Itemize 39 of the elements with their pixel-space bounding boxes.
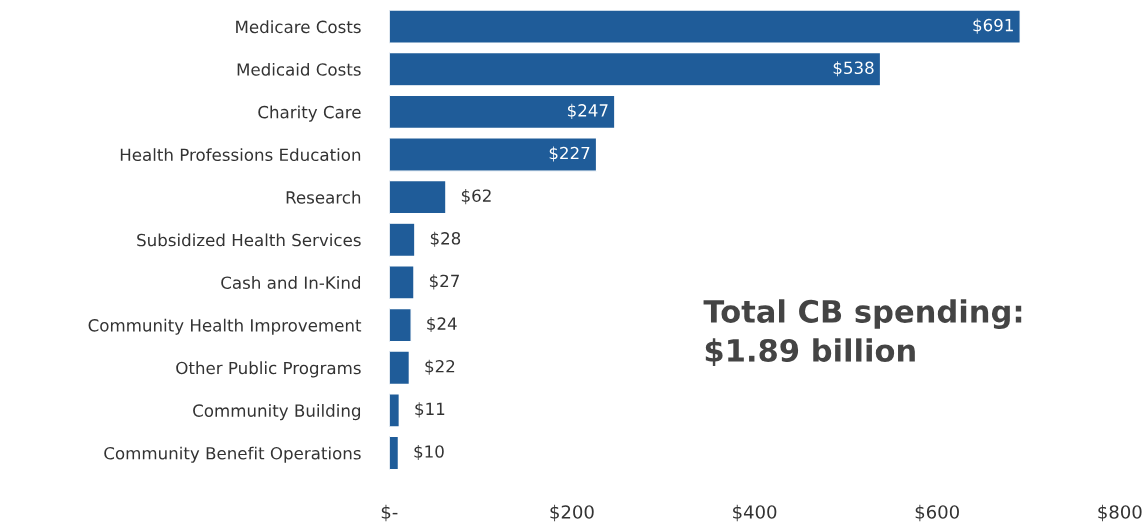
y-tick-label: Cash and In-Kind xyxy=(221,276,361,289)
bar xyxy=(389,350,411,386)
data-label: $22 xyxy=(425,359,455,375)
bar xyxy=(389,94,616,130)
x-tick-label: $- xyxy=(381,504,398,522)
y-tick-label: Health Professions Education xyxy=(120,148,361,162)
bar xyxy=(389,307,412,343)
y-tick-label: Community Benefit Operations xyxy=(104,446,361,463)
bar xyxy=(389,9,1021,44)
data-label: $62 xyxy=(461,189,491,205)
data-label: $691 xyxy=(973,18,1013,34)
data-label: $11 xyxy=(415,402,445,418)
y-tick-label: Other Public Programs xyxy=(176,361,361,378)
bar xyxy=(389,265,415,300)
y-tick-label: Medicaid Costs xyxy=(237,62,361,76)
bar xyxy=(389,393,401,428)
data-label: $27 xyxy=(429,274,459,290)
y-tick-label: Charity Care xyxy=(258,105,361,122)
y-tick-label: Research xyxy=(286,190,361,204)
bar xyxy=(389,222,416,258)
data-label: $538 xyxy=(833,61,874,77)
y-tick-label: Subsidized Health Services xyxy=(137,233,361,247)
x-tick-label: $800 xyxy=(1098,504,1142,522)
data-label: $227 xyxy=(549,146,590,162)
data-label: $247 xyxy=(567,103,608,119)
data-label: $24 xyxy=(427,317,457,333)
data-label: $28 xyxy=(430,231,461,247)
data-label: $10 xyxy=(414,444,444,461)
x-tick-label: $600 xyxy=(915,504,959,522)
bar xyxy=(389,179,447,215)
x-tick-label: $200 xyxy=(550,504,594,522)
y-tick-label: Community Building xyxy=(193,404,361,421)
y-tick-label: Medicare Costs xyxy=(236,20,361,34)
x-tick-label: $400 xyxy=(733,504,777,522)
annotation: Total CB spending: $1.89 billion xyxy=(703,299,1022,367)
bar xyxy=(389,51,882,87)
bar xyxy=(389,435,400,471)
y-tick-label: Community Health Improvement xyxy=(88,318,362,335)
bar xyxy=(389,137,598,172)
